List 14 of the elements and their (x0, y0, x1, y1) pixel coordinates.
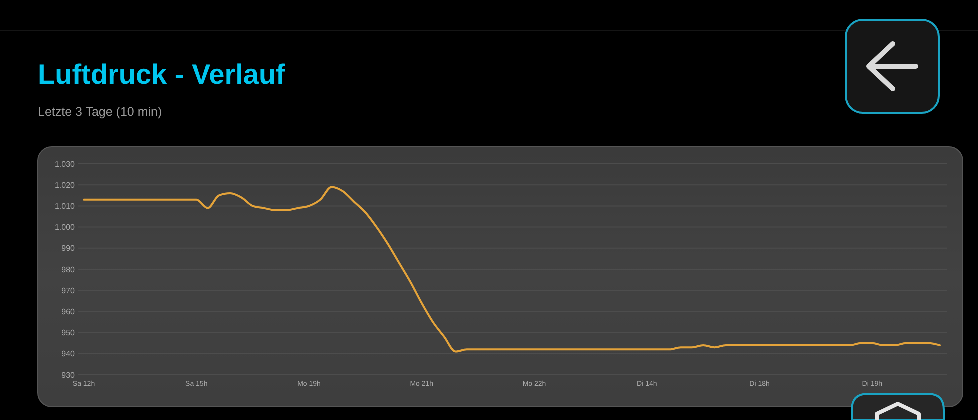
line-series (83, 186, 941, 353)
chart-title: Luftdruck - Verlauf (38, 59, 286, 90)
y-tick-label: 960 (62, 308, 76, 316)
y-tick-label: 970 (62, 286, 76, 296)
y-tick-label: 1.020 (54, 180, 76, 190)
chart-subtitle: Letzte 3 Tage (10 min) (38, 105, 162, 119)
y-tick-label: 1.030 (54, 160, 76, 169)
y-tick-label: 980 (62, 265, 76, 274)
y-tick-label: 1.000 (54, 223, 76, 232)
y-tick-label: 940 (62, 350, 76, 359)
y-tick-label: 950 (62, 328, 76, 338)
y-tick-label: 1.010 (54, 202, 76, 211)
y-tick-label: 930 (62, 370, 76, 380)
y-tick-label: 990 (62, 244, 76, 254)
